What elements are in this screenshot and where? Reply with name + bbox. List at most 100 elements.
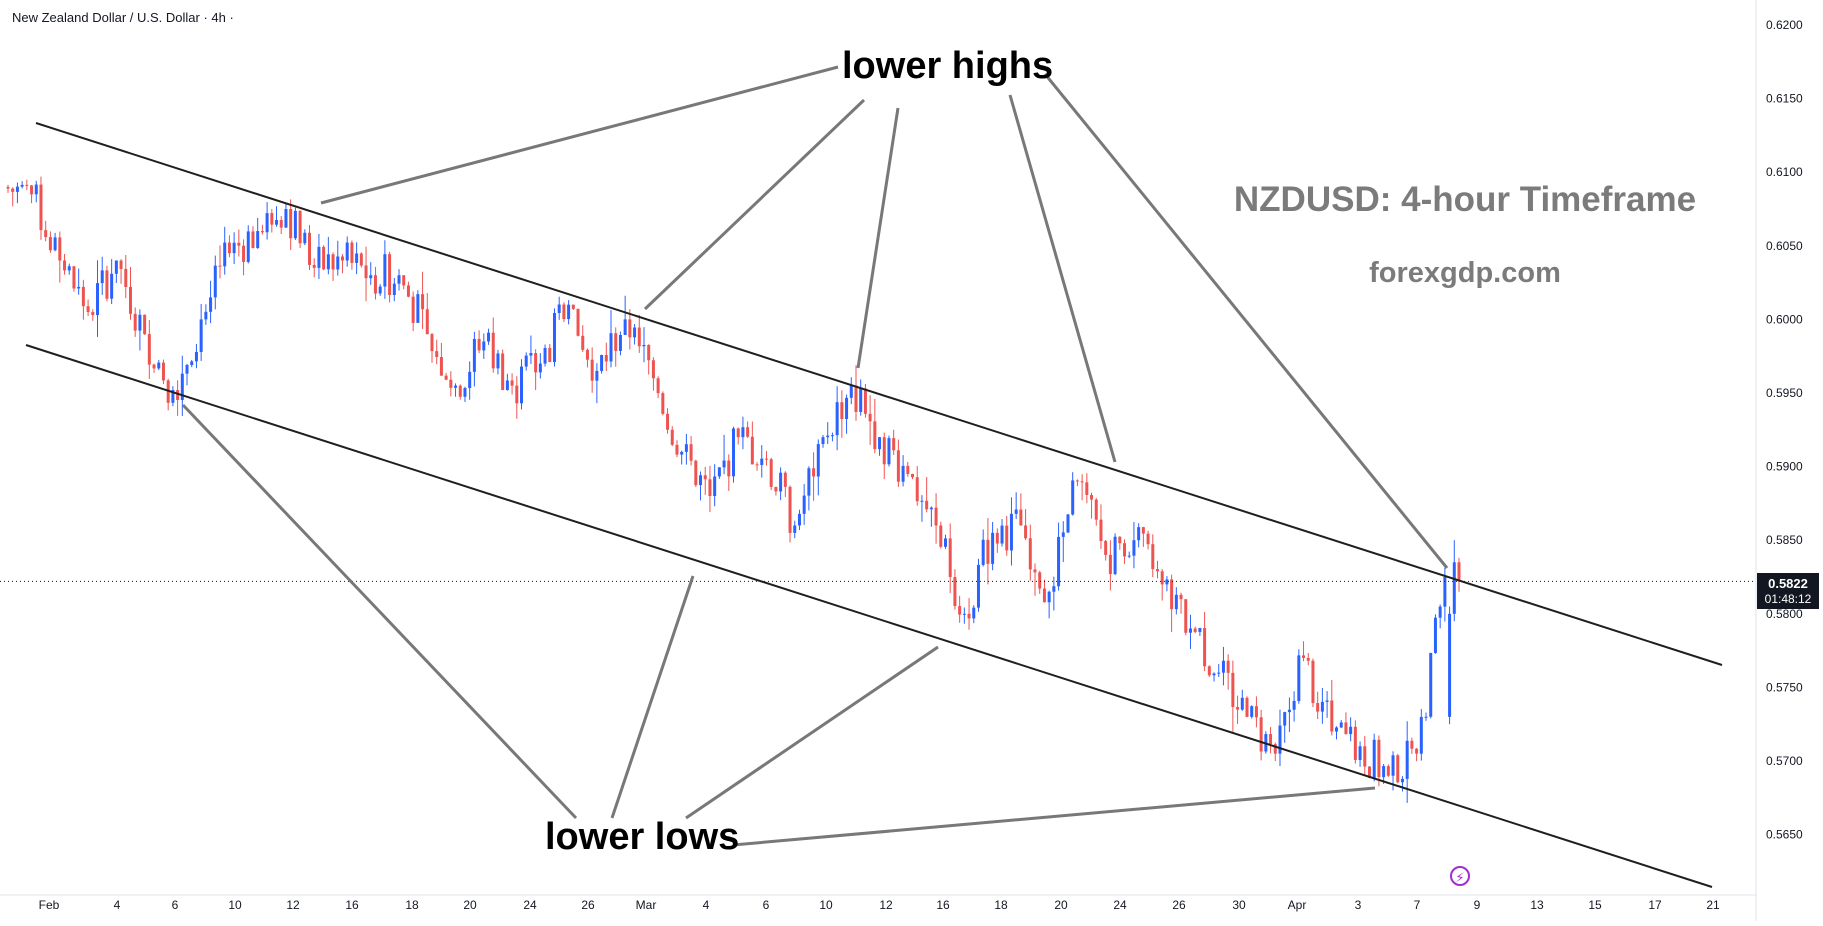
candle-body — [331, 254, 335, 270]
candle-body — [124, 268, 128, 287]
candle-body — [180, 373, 184, 400]
y-tick-label: 0.6200 — [1766, 18, 1803, 32]
candle-body — [96, 283, 100, 316]
lightning-icon[interactable]: ⚡ — [1450, 866, 1470, 886]
candle-body — [788, 486, 792, 533]
candle-body — [209, 297, 213, 312]
candle-body — [873, 421, 877, 450]
candle-body — [1061, 532, 1065, 537]
candle-body — [444, 375, 448, 380]
candle-body — [1363, 746, 1367, 767]
candle-body — [15, 186, 19, 192]
candle-body — [1193, 628, 1197, 632]
candle-body — [1400, 778, 1404, 783]
candle-body — [265, 213, 269, 233]
candle-body — [1019, 509, 1023, 526]
candle-body — [727, 460, 731, 477]
candle-body — [1080, 481, 1084, 483]
candle-body — [1443, 577, 1447, 607]
candle-body — [689, 444, 693, 461]
candle-body — [849, 385, 853, 398]
candle-body — [468, 371, 472, 389]
candle-body — [204, 311, 208, 320]
candle-body — [81, 286, 85, 307]
candle-body — [86, 306, 90, 313]
candle-body — [661, 393, 665, 414]
candle-body — [675, 444, 679, 455]
candle-body — [534, 352, 538, 373]
candle-body — [392, 283, 396, 295]
candle-body — [44, 230, 48, 238]
candle-body — [821, 437, 825, 445]
x-tick-label: 13 — [1530, 898, 1544, 912]
candle-body — [1108, 554, 1112, 575]
candle-body — [628, 319, 632, 338]
candle-body — [501, 353, 505, 391]
candle-body — [67, 266, 71, 271]
candle-body — [618, 335, 622, 351]
candle-body — [1316, 702, 1320, 712]
candle-body — [840, 402, 844, 419]
candle-body — [576, 308, 580, 336]
candle-body — [425, 309, 429, 335]
candle-body — [1155, 569, 1159, 572]
candle-body — [732, 428, 735, 477]
candle-body — [58, 237, 62, 261]
candle-body — [430, 334, 434, 352]
candle-body — [896, 450, 900, 482]
candle-body — [986, 539, 990, 564]
candle-body — [925, 500, 929, 510]
candle-body — [934, 507, 938, 526]
candle-body — [303, 232, 307, 244]
candle-body — [666, 413, 670, 430]
candle-body — [713, 476, 717, 497]
lower-low-pointer — [685, 645, 939, 820]
candle-body — [868, 413, 872, 422]
candle-body — [435, 351, 439, 358]
candle-body — [783, 472, 787, 487]
candle-body — [1212, 673, 1216, 676]
x-tick-label: 6 — [763, 898, 770, 912]
candle-body — [63, 260, 67, 271]
candle-body — [552, 312, 556, 363]
candle-body — [1259, 717, 1263, 752]
candle-body — [1278, 725, 1282, 754]
candle-body — [1226, 660, 1230, 673]
candle-body — [529, 352, 533, 356]
lower-low-pointer — [732, 786, 1376, 847]
candle-body — [114, 260, 118, 274]
candle-body — [972, 607, 976, 619]
candle-body — [1038, 572, 1042, 589]
candle-body — [708, 479, 712, 497]
candle-body — [953, 577, 957, 607]
candle-body — [147, 334, 151, 365]
candle-body — [1217, 672, 1221, 674]
candle-body — [746, 427, 750, 437]
candle-body — [958, 606, 962, 615]
candle-body — [1099, 519, 1103, 542]
candle-body — [1367, 766, 1371, 778]
y-tick-label: 0.5950 — [1766, 386, 1803, 400]
candle-body — [6, 186, 10, 189]
candle-body — [647, 344, 651, 361]
candle-body — [1094, 499, 1098, 520]
candle-body — [505, 380, 509, 391]
symbol-title[interactable]: New Zealand Dollar / U.S. Dollar · 4h · — [12, 10, 234, 25]
x-tick-label: 4 — [114, 898, 121, 912]
candle-body — [717, 467, 721, 477]
candle-body — [830, 435, 834, 437]
candle-body — [1349, 726, 1353, 735]
x-tick-label: 9 — [1474, 898, 1481, 912]
candle-body — [1325, 700, 1329, 702]
x-tick-label: 24 — [1113, 898, 1127, 912]
candle-body — [1250, 706, 1254, 717]
candle-body — [854, 385, 858, 412]
timeframe-annotation: NZDUSD: 4-hour Timeframe — [1233, 180, 1697, 219]
candle-body — [1382, 766, 1386, 778]
candle-body — [699, 475, 703, 486]
candle-body — [373, 275, 377, 294]
candle-body — [1160, 571, 1164, 585]
candle-body — [962, 613, 966, 615]
